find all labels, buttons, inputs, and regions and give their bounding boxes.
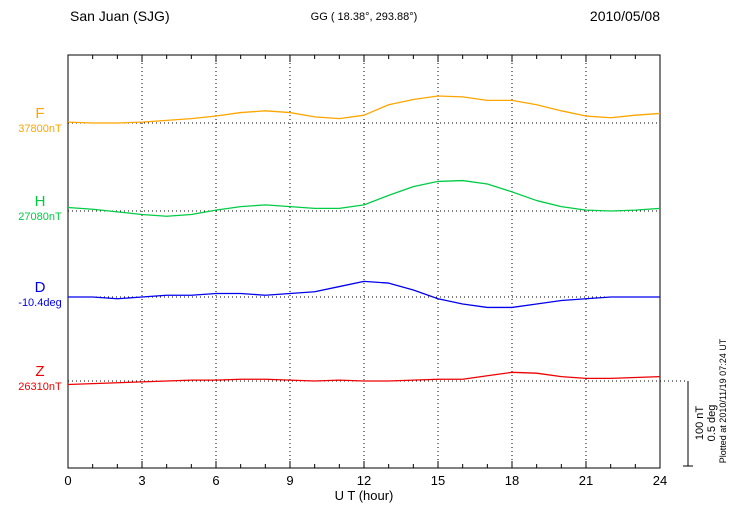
x-tick-label: 12 [357,473,371,488]
x-tick-label: 15 [431,473,445,488]
series-baseline-z: 26310nT [18,381,62,393]
x-axis-title: U T (hour) [334,488,394,503]
plotted-at-note: Plotted at 2010/11/19 07:24 UT [718,338,728,464]
trace-F [67,95,661,124]
x-tick-label: 21 [579,473,593,488]
x-tick-label: 3 [138,473,145,488]
x-tick-label: 6 [212,473,219,488]
series-label-z: Z [35,363,45,380]
geographic-coords: GG ( 18.38°, 293.88°) [310,11,418,23]
series-label-d: D [34,279,46,296]
series-baseline-f: 37800nT [18,123,62,135]
trace-Z [67,371,661,386]
trace-D [68,280,660,309]
plot-date: 2010/05/08 [589,8,660,24]
series-baseline-d: -10.4deg [18,297,62,309]
series-label-h: H [34,193,46,210]
x-tick-label: 9 [286,473,293,488]
plot-frame [67,54,661,469]
x-tick-label: 24 [653,473,667,488]
station-title: San Juan (SJG) [70,8,170,24]
series-label-f: F [35,105,45,122]
scale-bar-nt-label: 100 nT [694,405,706,441]
x-tick-label: 18 [505,473,519,488]
trace-H [67,179,661,217]
x-tick-label: 0 [64,473,71,488]
series-baseline-h: 27080nT [18,211,62,223]
scale-bar-deg-label: 0.5 deg [706,404,718,442]
